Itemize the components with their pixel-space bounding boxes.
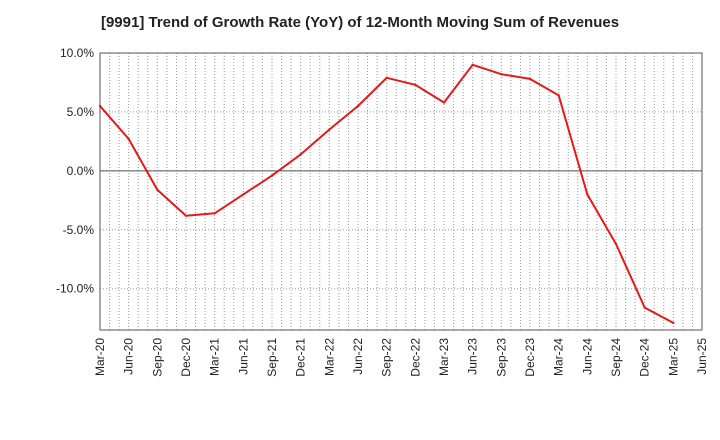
x-tick-label: Mar-21 <box>208 338 222 376</box>
data-point <box>557 94 560 97</box>
data-point <box>471 63 474 66</box>
x-tick-label: Jun-20 <box>122 338 136 375</box>
data-point <box>414 83 417 87</box>
x-tick-label: Jun-22 <box>351 338 365 375</box>
data-point <box>242 193 245 196</box>
data-point <box>614 242 618 246</box>
x-tick-label: Sep-21 <box>265 338 279 377</box>
data-point <box>299 153 302 156</box>
plot-border <box>99 52 703 331</box>
x-tick-label: Jun-23 <box>466 338 480 375</box>
y-tick-label: -5.0% <box>63 223 95 237</box>
x-tick-label: Sep-20 <box>150 338 164 377</box>
x-tick-label: Dec-24 <box>638 338 652 377</box>
x-tick-label: Mar-20 <box>93 338 107 376</box>
data-point <box>643 306 646 309</box>
data-point <box>528 77 532 81</box>
x-tick-label: Mar-23 <box>437 338 451 376</box>
data-point <box>586 193 589 196</box>
data-point <box>156 188 159 191</box>
x-tick-label: Dec-22 <box>408 338 422 377</box>
y-tick-label: 5.0% <box>67 105 95 119</box>
plot-area <box>100 53 702 330</box>
data-point <box>213 212 216 215</box>
x-tick-label: Sep-24 <box>609 338 623 377</box>
x-tick-label: Dec-23 <box>523 338 537 377</box>
y-tick-label: -10.0% <box>56 282 94 296</box>
x-tick-label: Sep-22 <box>380 338 394 377</box>
data-point <box>184 214 188 217</box>
x-tick-label: Sep-23 <box>494 338 508 377</box>
data-point <box>328 128 331 131</box>
y-tick-label: 10.0% <box>60 46 94 60</box>
x-tick-label: Jun-24 <box>580 338 594 375</box>
x-tick-label: Mar-22 <box>322 338 336 376</box>
x-tick-label: Jun-25 <box>695 338 709 375</box>
x-tick-label: Jun-21 <box>236 338 250 375</box>
data-point <box>442 101 446 104</box>
data-point <box>500 73 503 76</box>
data-point <box>356 104 360 108</box>
chart-title: [9991] Trend of Growth Rate (YoY) of 12-… <box>100 14 620 31</box>
x-tick-label: Dec-20 <box>179 338 193 377</box>
data-point <box>672 321 675 325</box>
x-tick-label: Dec-21 <box>294 338 308 377</box>
x-tick-label: Mar-24 <box>552 338 566 376</box>
data-point <box>270 174 274 177</box>
data-point <box>385 76 388 79</box>
x-tick-label: Mar-25 <box>666 338 680 376</box>
data-point <box>127 137 130 141</box>
y-tick-label: 0.0% <box>67 164 95 178</box>
data-point <box>98 104 102 108</box>
